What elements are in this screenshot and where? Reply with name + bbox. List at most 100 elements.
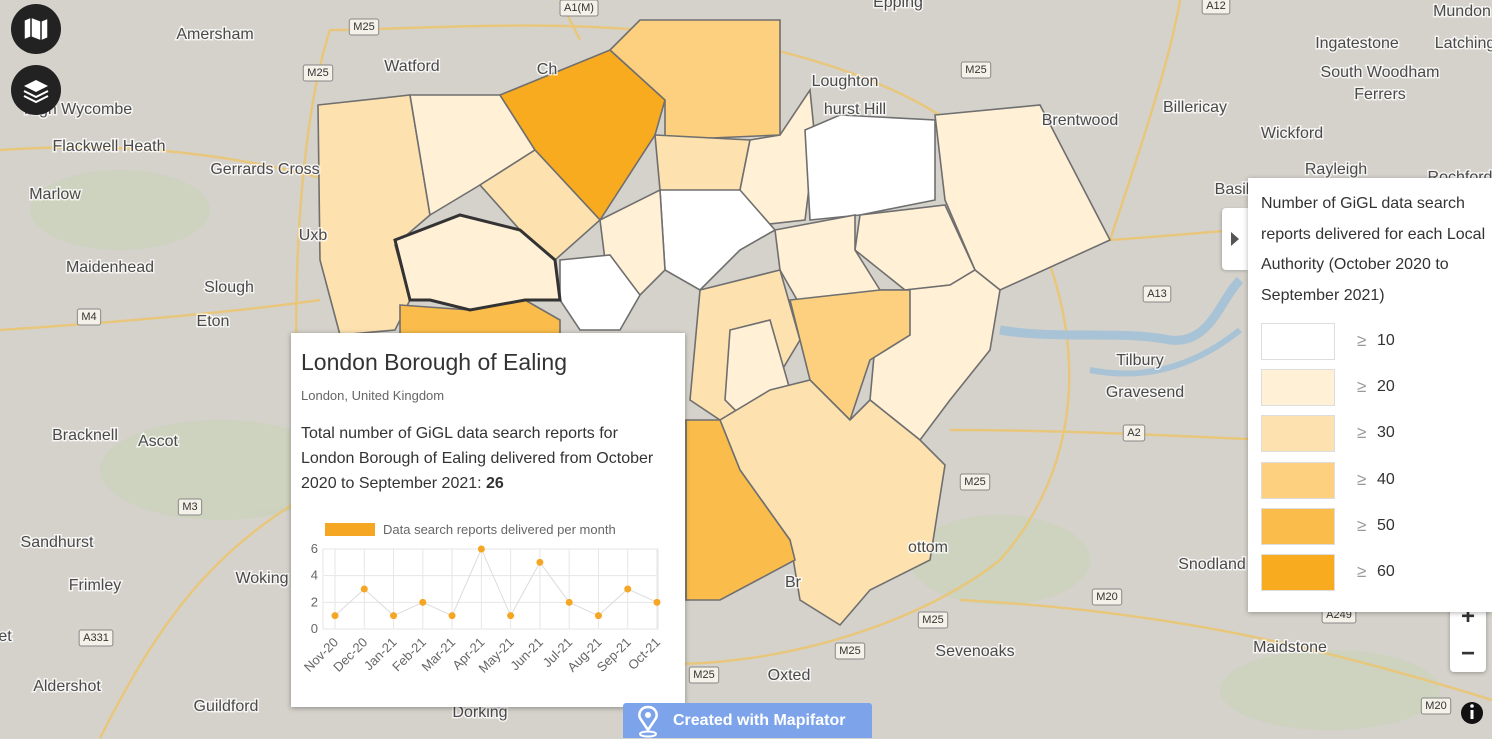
data-point <box>448 612 456 620</box>
place-label: Ascot <box>138 433 179 450</box>
zoom-out[interactable]: − <box>1460 640 1475 667</box>
data-point <box>477 545 485 553</box>
map-button[interactable] <box>11 4 61 54</box>
place-label: Woking <box>235 570 288 587</box>
place-label: Basil <box>1215 181 1250 198</box>
data-point <box>507 612 515 620</box>
place-label: Ferrers <box>1354 86 1406 103</box>
place-label: Uxb <box>299 227 328 244</box>
road-shield: M25 <box>302 64 334 82</box>
legend-comparator: ≥ <box>1357 562 1367 581</box>
road-shield: A1(M) <box>559 0 599 17</box>
place-label: Snodland <box>1178 556 1246 573</box>
legend-item: ≥50 <box>1261 507 1481 546</box>
place-label: Wickford <box>1261 125 1323 142</box>
legend-swatch <box>325 523 375 536</box>
place-label: Watford <box>384 58 439 75</box>
road-shield-box <box>559 0 599 17</box>
place-label: Billericay <box>1163 99 1227 116</box>
place-label: hurst Hill <box>824 101 886 118</box>
place-label: Dorking <box>452 704 507 721</box>
popup-body: Total number of GiGL data search reports… <box>301 421 671 496</box>
place-label: Amersham <box>176 26 253 43</box>
legend-value: 60 <box>1377 563 1395 580</box>
y-tick-label: 4 <box>311 568 318 583</box>
popup: London Borough of Ealing London, United … <box>291 333 685 707</box>
road-shield-box <box>177 498 203 516</box>
selected-borough[interactable] <box>393 213 562 312</box>
data-point <box>419 598 427 606</box>
place-label: South Woodham <box>1321 64 1440 81</box>
legend-label: Data search reports delivered per month <box>383 522 616 537</box>
road-label: M25 <box>964 476 985 488</box>
popup-title: London Borough of Ealing <box>301 349 567 375</box>
legend-item: ≥40 <box>1261 461 1481 500</box>
place-label: Maidenhead <box>66 259 154 276</box>
road-shield: M25 <box>688 666 720 684</box>
info-button[interactable] <box>1461 702 1483 724</box>
y-tick-label: 6 <box>311 541 318 556</box>
legend-item: ≥10 <box>1261 323 1481 361</box>
data-point <box>594 612 602 620</box>
data-point <box>536 558 544 566</box>
legend-title: Number of GiGL data search reports deliv… <box>1261 195 1486 304</box>
road-label: M25 <box>307 67 328 79</box>
road-shield-box <box>688 666 720 684</box>
y-tick-label: 2 <box>311 594 318 609</box>
x-tick-label: Jun-21 <box>507 635 546 674</box>
place-label: Mundon <box>1433 3 1491 20</box>
credit-button[interactable]: Created with Mapifator <box>623 703 872 738</box>
toggle-icon <box>1231 232 1239 246</box>
place-label: Epping <box>873 0 923 11</box>
legend-swatch <box>1261 461 1335 499</box>
legend-value: 50 <box>1377 516 1395 534</box>
legend-comparator: ≥ <box>1357 515 1367 535</box>
x-tick-label: Mar-21 <box>418 635 458 675</box>
plot-frame <box>322 548 659 630</box>
place-label: ottom <box>908 539 948 556</box>
place-label: Guildford <box>194 698 259 715</box>
legend-comparator: ≥ <box>1357 331 1367 350</box>
place-label: Sandhurst <box>21 534 94 551</box>
place-label: Latching <box>1435 35 1492 52</box>
data-point <box>390 612 398 620</box>
place-label: Eton <box>197 313 230 330</box>
road-label: M25 <box>693 669 714 681</box>
legend-item: ≥20 <box>1261 369 1481 407</box>
place-label: Gravesend <box>1106 384 1184 401</box>
road-shield: A331 <box>78 629 114 647</box>
legend-value: 20 <box>1377 378 1395 396</box>
legend-swatch <box>1261 507 1335 545</box>
legend-value: 10 <box>1377 332 1395 349</box>
road-shield: M25 <box>834 642 866 660</box>
legend-swatch <box>1261 554 1335 591</box>
road-shield: M4 <box>76 308 102 326</box>
data-point <box>331 612 339 620</box>
layers-button[interactable] <box>11 65 61 115</box>
road-label: A331 <box>83 632 109 644</box>
popup-text: Total number of GiGL data search reports… <box>301 425 654 492</box>
legend-toggle[interactable] <box>1222 208 1248 270</box>
legend-comparator: ≥ <box>1357 377 1367 397</box>
legend-swatch <box>1261 323 1335 360</box>
chart: 0246Nov-20Dec-20Jan-21Feb-21Mar-21Apr-21… <box>301 522 663 676</box>
road-label: M25 <box>839 645 860 657</box>
river <box>1089 327 1242 377</box>
road-shield: M25 <box>917 611 949 629</box>
road-shield-box <box>959 473 991 491</box>
road-shield-box <box>1420 697 1452 715</box>
road-shield: A2 <box>1122 424 1146 442</box>
place-label: Marlow <box>29 186 81 203</box>
place-label: Slough <box>204 279 254 296</box>
place-label: Ch <box>537 61 557 78</box>
road-shield-box <box>834 642 866 660</box>
road-shield-box <box>1091 588 1123 606</box>
legend-swatch <box>1261 369 1335 407</box>
x-tick-label: Oct-21 <box>625 635 663 673</box>
road-shield-box <box>917 611 949 629</box>
road-label: A13 <box>1147 288 1167 300</box>
series-line <box>334 547 658 617</box>
place-label: Sevenoaks <box>935 643 1014 660</box>
legend: Number of GiGL data search reports deliv… <box>1248 178 1492 612</box>
